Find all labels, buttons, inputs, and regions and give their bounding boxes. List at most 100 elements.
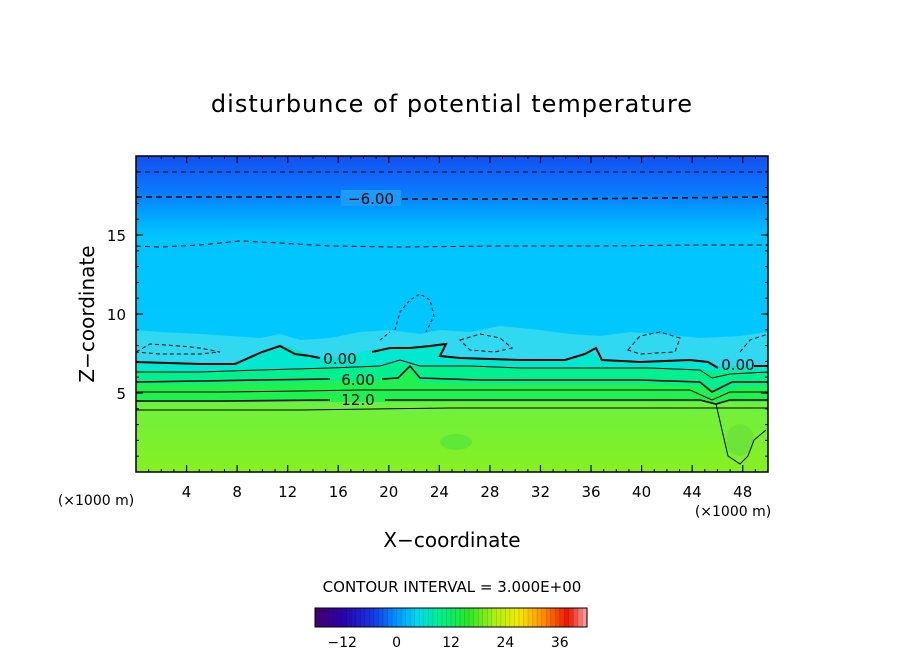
colorbar-cell xyxy=(392,608,398,627)
colorbar-cell xyxy=(346,608,352,627)
x-tick-label: 36 xyxy=(581,483,600,501)
colorbar-cell xyxy=(514,608,520,627)
colorbar-cell xyxy=(446,608,452,627)
colorbar-cell xyxy=(396,608,402,627)
colorbar-cell xyxy=(528,608,534,627)
contour-9 xyxy=(136,389,768,401)
contour-dashed-mid xyxy=(136,240,768,248)
contour-interval: CONTOUR INTERVAL = 3.000E+00 xyxy=(323,578,582,596)
contour-label: −6.00 xyxy=(348,190,394,208)
contour-3 xyxy=(136,359,768,379)
lower-blob xyxy=(440,434,472,450)
colorbar-cell xyxy=(473,608,479,627)
colorbar-cell xyxy=(432,608,438,627)
contour-label: 0.00 xyxy=(323,350,356,368)
colorbar-tick-label: 36 xyxy=(551,635,569,651)
lower-blob-right xyxy=(726,424,754,456)
colorbar-cell xyxy=(387,608,393,627)
colorbar-cell xyxy=(373,608,380,627)
contour-label: 12.0 xyxy=(341,391,374,409)
x-tick-label: 20 xyxy=(379,483,398,501)
colorbar-cell xyxy=(337,608,343,627)
colorbar-cell xyxy=(405,608,411,627)
contour-dashed-right-cell xyxy=(627,331,681,355)
colorbar-cell xyxy=(582,608,588,627)
colorbar-cell xyxy=(333,608,339,627)
y-tick-label: 15 xyxy=(107,227,126,245)
colorbar xyxy=(315,608,588,627)
x-axis-ticks: 4 8 12 16 20 24 28 32 36 40 44 48 xyxy=(148,156,756,501)
colorbar-cell xyxy=(428,608,434,627)
colorbar-cell xyxy=(487,608,493,627)
contour-minus6 xyxy=(136,196,768,200)
colorbar-cell xyxy=(441,608,448,627)
colorbar-tick-label: −12 xyxy=(327,635,357,651)
colorbar-tick-label: 0 xyxy=(392,635,401,651)
colorbar-cell xyxy=(577,608,584,627)
colorbar-cell xyxy=(496,608,502,627)
colorbar-cell xyxy=(360,608,366,627)
colorbar-cell xyxy=(437,608,443,627)
contour-label: 0.00 xyxy=(721,356,754,374)
colorbar-cell xyxy=(532,608,538,627)
colorbar-cell xyxy=(523,608,529,627)
colorbar-cell xyxy=(546,608,552,627)
x-tick-label: 40 xyxy=(632,483,651,501)
colorbar-cell xyxy=(541,608,547,627)
colorbar-frame xyxy=(314,607,588,628)
contour-label-bg xyxy=(341,190,401,206)
colorbar-cell xyxy=(550,608,556,627)
x-tick-label: 32 xyxy=(531,483,550,501)
colorbar-cell xyxy=(460,608,466,627)
y-axis-ticks: 5 10 15 xyxy=(107,171,768,457)
colorbar-tick-label: 12 xyxy=(442,635,460,651)
upper-field xyxy=(136,156,768,346)
contour-15 xyxy=(136,407,768,411)
contour-lower-right xyxy=(715,403,767,465)
colorbar-cell xyxy=(364,608,370,627)
x-tick-label: 12 xyxy=(278,483,297,501)
contour-zero xyxy=(136,342,768,369)
colorbar-cell xyxy=(505,608,511,627)
colorbar-ticks: −12 0 12 24 36 xyxy=(327,635,568,651)
colorbar-cell xyxy=(328,608,334,627)
contour-dashed-far-right xyxy=(739,333,768,353)
contour-6 xyxy=(136,364,768,393)
x-tick-label: 8 xyxy=(232,483,242,501)
colorbar-cell xyxy=(414,608,420,627)
colorbar-cell xyxy=(451,608,457,627)
x-tick-label: 48 xyxy=(733,483,752,501)
colorbar-cell xyxy=(355,608,361,627)
chart-title: disturbunce of potential temperature xyxy=(211,90,693,118)
contour-dashed-mid-cell xyxy=(459,333,514,353)
y-tick-label: 5 xyxy=(116,385,126,403)
colorbar-cell xyxy=(568,608,574,627)
colorbar-cell xyxy=(555,608,561,627)
colorbar-cell xyxy=(383,608,389,627)
colorbar-cell xyxy=(315,608,321,627)
colorbar-cell xyxy=(469,608,475,627)
colorbar-cell xyxy=(401,608,407,627)
colorbar-tick-label: 24 xyxy=(496,635,514,651)
x-tick-label: 28 xyxy=(480,483,499,501)
plot-area xyxy=(136,156,768,472)
contour-label: 6.00 xyxy=(341,371,374,389)
colorbar-cell xyxy=(500,608,506,627)
green-band-2 xyxy=(136,370,768,406)
colorbar-cell xyxy=(573,608,579,627)
contour-dashed-plume xyxy=(379,293,435,341)
colorbar-cell xyxy=(509,608,516,627)
contour-dashed-left-cell xyxy=(136,343,221,355)
colorbar-cell xyxy=(378,608,384,627)
colorbar-cell xyxy=(455,608,461,627)
x-axis-label: X−coordinate xyxy=(383,528,520,552)
x-tick-label: 4 xyxy=(182,483,192,501)
colorbar-cell xyxy=(410,608,416,627)
colorbar-cell xyxy=(537,608,543,627)
colorbar-cell xyxy=(482,608,488,627)
colorbar-cell xyxy=(423,608,429,627)
x-unit-right: (×1000 m) xyxy=(695,504,771,520)
x-tick-label: 16 xyxy=(329,483,348,501)
y-axis-label: Z−coordinate xyxy=(75,245,99,382)
colorbar-cell xyxy=(478,608,484,627)
